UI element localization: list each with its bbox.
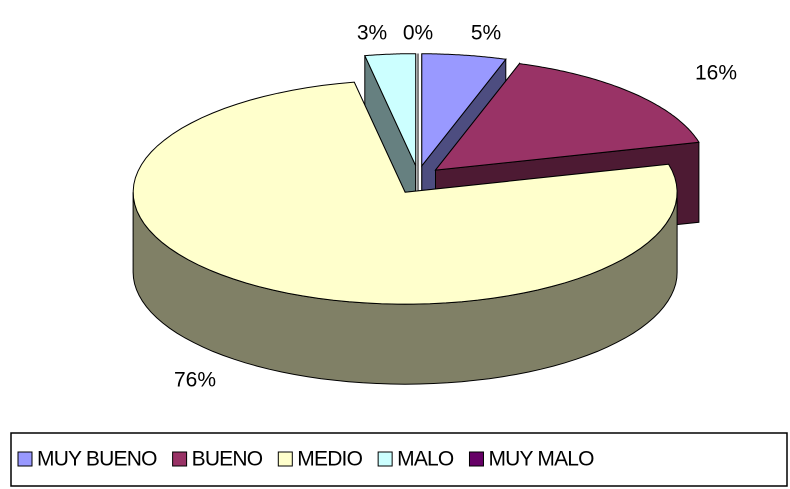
legend: MUY BUENO BUENO MEDIO MALO MUY MALO (10, 432, 788, 487)
legend-label: MUY BUENO (37, 448, 157, 471)
legend-swatch (377, 451, 393, 467)
legend-label: BUENO (192, 448, 263, 471)
legend-swatch (277, 451, 293, 467)
legend-label: MEDIO (297, 448, 362, 471)
data-label: 5% (471, 22, 501, 45)
data-label: 16% (695, 62, 737, 85)
pie (132, 53, 700, 385)
slice-top (132, 81, 678, 305)
legend-swatch (172, 451, 188, 467)
legend-label: MALO (397, 448, 454, 471)
legend-swatch (17, 451, 33, 467)
data-label: 0% (403, 22, 433, 45)
data-label: 3% (357, 22, 387, 45)
slice-top (421, 53, 507, 168)
legend-box (10, 432, 788, 487)
legend-swatch (468, 451, 484, 467)
slice (132, 81, 678, 385)
data-label: 76% (174, 369, 216, 392)
slice-top (364, 53, 417, 166)
legend-label: MUY MALO (488, 448, 594, 471)
slice-top (434, 63, 700, 171)
data-labels: 5% 16% 76% 3% 0% (174, 22, 737, 392)
